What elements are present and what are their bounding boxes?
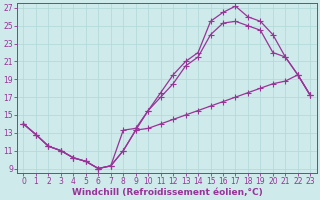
X-axis label: Windchill (Refroidissement éolien,°C): Windchill (Refroidissement éolien,°C): [72, 188, 262, 197]
